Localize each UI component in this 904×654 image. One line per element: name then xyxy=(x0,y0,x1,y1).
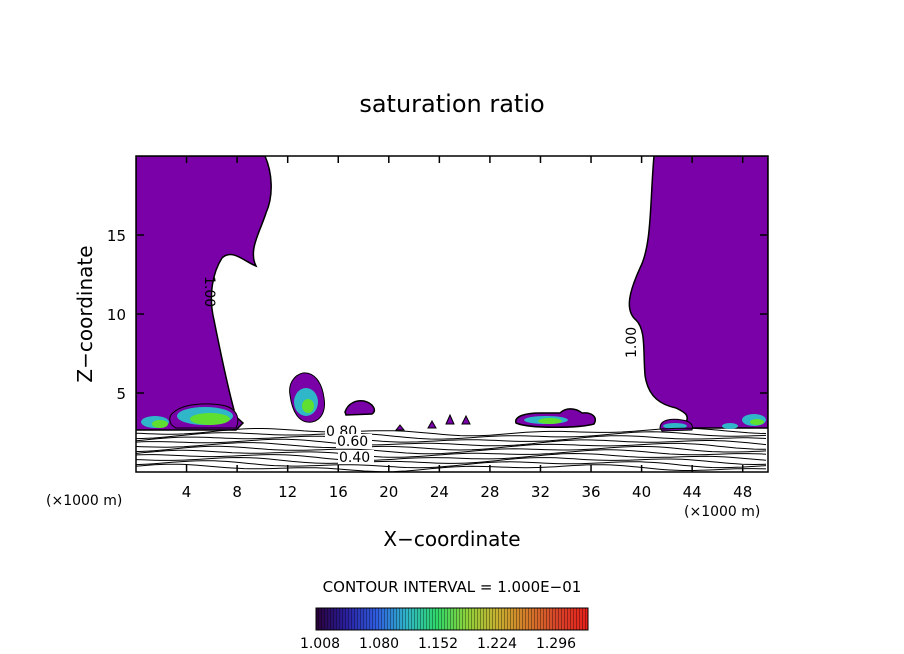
y-axis-label: Z−coordinate xyxy=(73,245,97,382)
patch-x43-cyan xyxy=(663,423,687,429)
contour-label-1.00-right: 1.00 xyxy=(624,327,640,358)
contour-line-7 xyxy=(136,452,767,462)
colorbar-hatching xyxy=(316,608,588,630)
contour-line-1 xyxy=(136,431,767,440)
colorbar-tick-label: 1.224 xyxy=(477,636,517,652)
patch-x47-cyan xyxy=(722,423,738,429)
colorbar-tick-label: 1.008 xyxy=(300,636,340,652)
contour-interval-label: CONTOUR INTERVAL = 1.000E−01 xyxy=(323,578,582,596)
right-cloud-region xyxy=(628,156,768,429)
x-tick-label-40: 40 xyxy=(632,483,651,501)
colorbar-tick-label: 1.296 xyxy=(536,636,576,652)
left-cloud-region xyxy=(136,156,272,431)
x-tick-label-12: 12 xyxy=(278,483,297,501)
contour-line-6 xyxy=(136,449,767,458)
contour-labels: 1.00 1.00 0.80 0.60 0.40 xyxy=(201,276,640,466)
x-unit-label-left: (×1000 m) xyxy=(46,493,122,509)
x-tick-label-32: 32 xyxy=(531,483,550,501)
contour-label-0.40: 0.40 xyxy=(339,450,370,466)
y-tick-label-10: 10 xyxy=(107,306,126,324)
x-axis: 4 8 12 16 20 24 28 32 36 40 44 48 xyxy=(182,156,752,501)
x-axis-label: X−coordinate xyxy=(383,527,520,551)
x-tick-label-16: 16 xyxy=(329,483,348,501)
x-tick-label-24: 24 xyxy=(430,483,449,501)
cell-x21-speck xyxy=(394,424,406,431)
contour-line-4 xyxy=(136,442,767,451)
contour-line-8 xyxy=(136,456,767,466)
y-tick-label-5: 5 xyxy=(116,385,126,403)
contour-line-5 xyxy=(136,445,767,455)
supersaturated-region xyxy=(136,156,768,431)
contour-line-3 xyxy=(136,438,767,447)
cell-x23-speck xyxy=(427,419,437,429)
x-tick-label-20: 20 xyxy=(379,483,398,501)
cell-x26-speck xyxy=(461,414,471,425)
contour-line-2 xyxy=(136,435,767,443)
colorbar-tick-labels: 1.008 1.080 1.152 1.224 1.296 xyxy=(300,636,576,652)
contour-line-9 xyxy=(136,460,767,469)
contour-line-10 xyxy=(136,463,767,472)
patch-x4-green xyxy=(190,413,230,425)
y-tick-label-15: 15 xyxy=(107,227,126,245)
cell-x13-green xyxy=(302,399,314,413)
patch-x1-green xyxy=(152,420,168,428)
contour-lines xyxy=(136,427,767,472)
x-tick-label-36: 36 xyxy=(581,483,600,501)
contour-label-0.60: 0.60 xyxy=(337,434,368,450)
contour-label-1.00-left: 1.00 xyxy=(201,276,217,307)
shallow-cloud-patches xyxy=(141,372,766,432)
cell-x25-speck xyxy=(445,413,455,425)
patch-x49-green xyxy=(750,419,764,425)
x-tick-label-8: 8 xyxy=(232,483,242,501)
x-tick-label-48: 48 xyxy=(733,483,752,501)
cell-x33-green xyxy=(538,418,562,424)
colorbar: 1.008 1.080 1.152 1.224 1.296 xyxy=(300,607,589,652)
colorbar-tick-label: 1.080 xyxy=(359,636,399,652)
chart-title: saturation ratio xyxy=(359,90,544,118)
x-tick-label-4: 4 xyxy=(182,483,192,501)
y-axis: 5 10 15 xyxy=(107,227,768,403)
contour-line-0 xyxy=(136,427,767,437)
colorbar-tick-label: 1.152 xyxy=(418,636,458,652)
cell-x18-region xyxy=(344,400,376,416)
x-tick-label-44: 44 xyxy=(683,483,702,501)
x-unit-label-right: (×1000 m) xyxy=(684,504,760,520)
x-tick-label-28: 28 xyxy=(480,483,499,501)
plot-area xyxy=(136,156,768,472)
